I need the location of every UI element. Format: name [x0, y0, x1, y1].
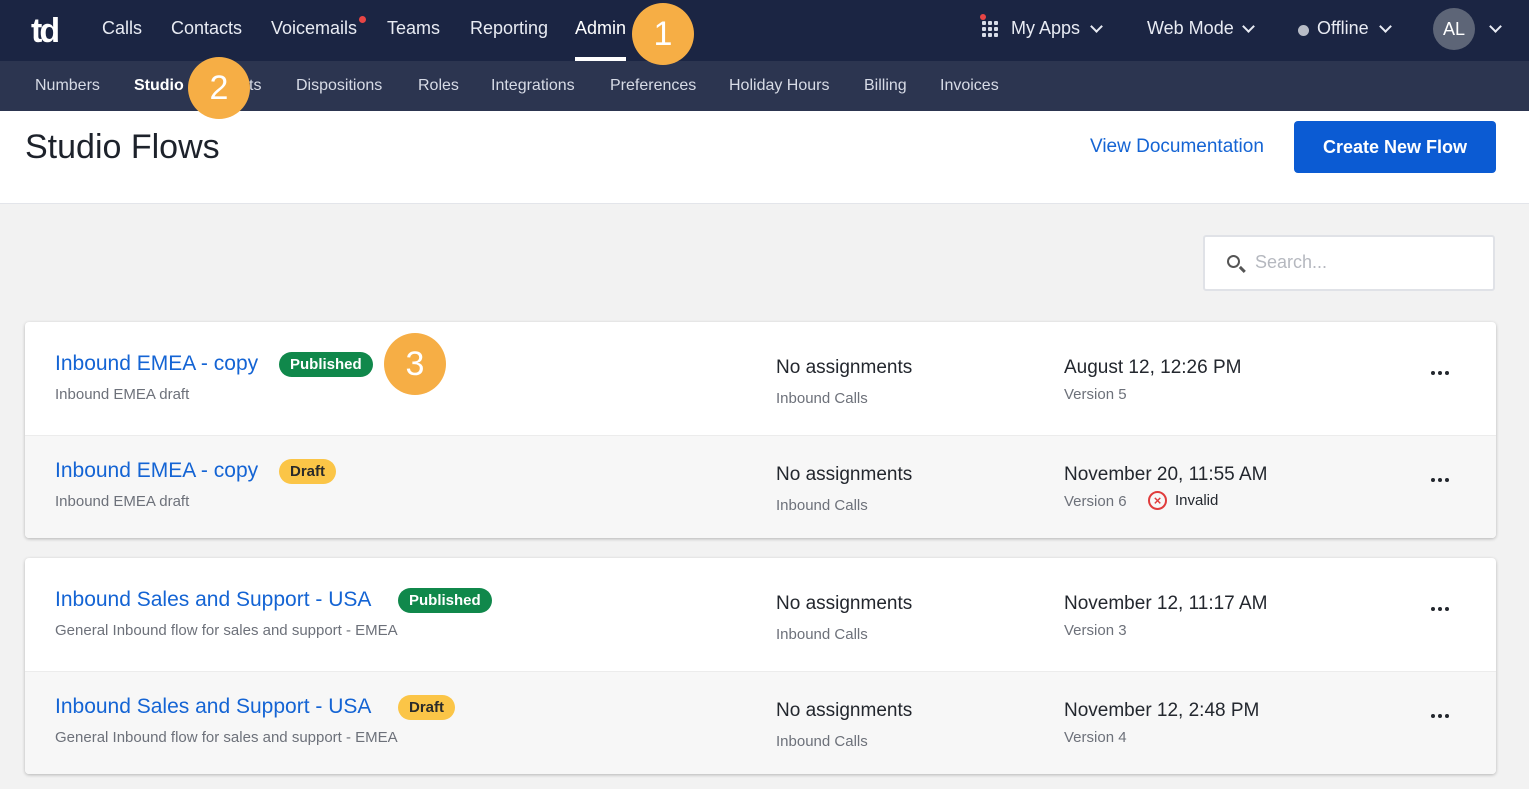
subnav-roles[interactable]: Roles	[418, 77, 459, 94]
app-logo[interactable]: td	[31, 12, 60, 50]
subnav-integrations[interactable]: Integrations	[491, 77, 575, 94]
subnav-invoices[interactable]: Invoices	[940, 77, 999, 94]
apps-grid-icon[interactable]	[982, 21, 998, 37]
chevron-down-icon[interactable]	[1090, 20, 1103, 33]
status-badge-published: Published	[279, 352, 373, 377]
view-documentation-link[interactable]: View Documentation	[1090, 136, 1264, 157]
flow-date: November 12, 11:17 AM	[1064, 593, 1268, 614]
assignment-type: Inbound Calls	[776, 390, 868, 407]
flow-row[interactable]: Inbound Sales and Support - USA Publishe…	[25, 558, 1496, 664]
subnav-partial-item[interactable]: ts	[249, 77, 262, 94]
chevron-down-icon[interactable]	[1242, 20, 1255, 33]
admin-subnav: Numbers Studio ts Dispositions Roles Int…	[0, 61, 1529, 111]
subnav-studio[interactable]: Studio	[134, 77, 184, 94]
nav-voicemails[interactable]: Voicemails	[271, 18, 358, 38]
nav-contacts[interactable]: Contacts	[171, 18, 243, 38]
status-indicator-icon	[1298, 25, 1309, 36]
flow-version: Version 3	[1064, 622, 1127, 639]
nav-admin[interactable]: Admin	[575, 18, 627, 38]
nav-teams[interactable]: Teams	[387, 18, 441, 38]
flow-card: Inbound EMEA - copy Published Inbound EM…	[25, 322, 1496, 538]
flow-description: General Inbound flow for sales and suppo…	[55, 729, 398, 746]
user-avatar[interactable]: AL	[1433, 8, 1475, 50]
status-badge-draft: Draft	[398, 695, 456, 720]
assignment-type: Inbound Calls	[776, 497, 868, 514]
flow-row[interactable]: Inbound EMEA - copy Draft Inbound EMEA d…	[25, 435, 1496, 538]
create-new-flow-button[interactable]: Create New Flow	[1294, 121, 1496, 173]
more-options-icon[interactable]	[1425, 363, 1455, 383]
web-mode-menu[interactable]: Web Mode	[1147, 18, 1234, 38]
flow-description: Inbound EMEA draft	[55, 493, 190, 510]
step-marker-3: 3	[384, 333, 446, 395]
flow-date: August 12, 12:26 PM	[1064, 357, 1242, 378]
subnav-dispositions[interactable]: Dispositions	[296, 77, 383, 94]
search-input[interactable]	[1255, 252, 1475, 273]
status-badge-published: Published	[398, 588, 492, 613]
flow-name-link[interactable]: Inbound EMEA - copy	[55, 352, 259, 375]
assignments-text: No assignments	[776, 357, 913, 378]
flow-name-link[interactable]: Inbound Sales and Support - USA	[55, 695, 372, 718]
more-options-icon[interactable]	[1425, 470, 1455, 490]
flow-row[interactable]: Inbound EMEA - copy Published Inbound EM…	[25, 322, 1496, 428]
step-marker-1: 1	[632, 3, 694, 65]
validation-status: Invalid	[1175, 492, 1219, 509]
flow-card: Inbound Sales and Support - USA Publishe…	[25, 558, 1496, 774]
subnav-preferences[interactable]: Preferences	[610, 77, 697, 94]
notification-dot-icon	[359, 16, 366, 23]
more-options-icon[interactable]	[1425, 599, 1455, 619]
assignment-type: Inbound Calls	[776, 733, 868, 750]
subnav-holiday-hours[interactable]: Holiday Hours	[729, 77, 830, 94]
flow-version: Version 4	[1064, 729, 1127, 746]
flow-date: November 12, 2:48 PM	[1064, 700, 1260, 721]
chevron-down-icon[interactable]	[1489, 20, 1502, 33]
invalid-x-circle-icon: ×	[1148, 491, 1167, 510]
flow-version: Version 5	[1064, 386, 1127, 403]
assignments-text: No assignments	[776, 464, 913, 485]
search-box[interactable]	[1203, 235, 1495, 291]
subnav-billing[interactable]: Billing	[864, 77, 907, 94]
flow-row[interactable]: Inbound Sales and Support - USA Draft Ge…	[25, 671, 1496, 774]
my-apps-menu[interactable]: My Apps	[1011, 18, 1081, 38]
assignments-text: No assignments	[776, 700, 913, 721]
more-options-icon[interactable]	[1425, 706, 1455, 726]
top-navigation: td Calls Contacts Voicemails Teams Repor…	[0, 0, 1529, 61]
status-badge-draft: Draft	[279, 459, 337, 484]
search-icon	[1227, 255, 1240, 268]
flow-date: November 20, 11:55 AM	[1064, 464, 1268, 485]
status-menu[interactable]: Offline	[1317, 18, 1369, 38]
active-tab-indicator	[575, 57, 626, 61]
assignment-type: Inbound Calls	[776, 626, 868, 643]
flow-name-link[interactable]: Inbound EMEA - copy	[55, 459, 259, 482]
nav-calls[interactable]: Calls	[102, 18, 143, 38]
nav-reporting[interactable]: Reporting	[470, 18, 549, 38]
flow-description: Inbound EMEA draft	[55, 386, 190, 403]
page-header: Studio Flows View Documentation Create N…	[0, 111, 1529, 204]
flow-version: Version 6	[1064, 493, 1127, 510]
flow-name-link[interactable]: Inbound Sales and Support - USA	[55, 588, 372, 611]
apps-notification-dot-icon	[980, 14, 986, 20]
assignments-text: No assignments	[776, 593, 913, 614]
flow-description: General Inbound flow for sales and suppo…	[55, 622, 398, 639]
subnav-numbers[interactable]: Numbers	[35, 77, 100, 94]
chevron-down-icon[interactable]	[1379, 20, 1392, 33]
page-title: Studio Flows	[25, 128, 220, 166]
step-marker-2: 2	[188, 57, 250, 119]
